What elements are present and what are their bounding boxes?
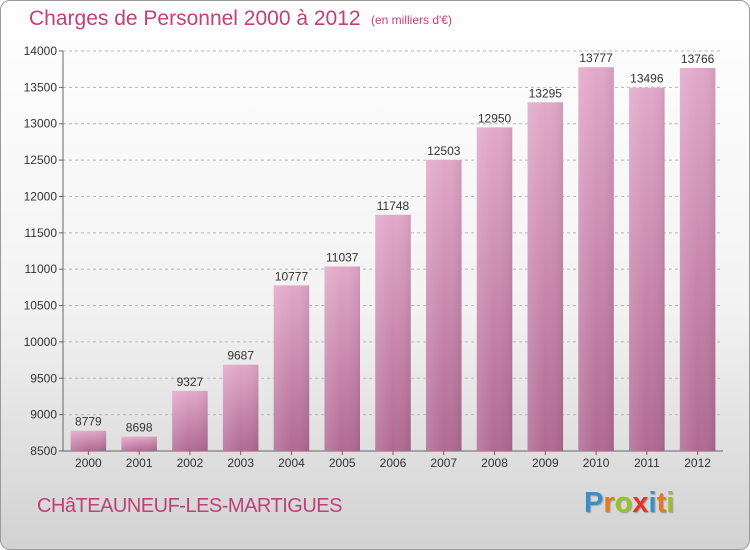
bar-shine [375,214,411,451]
x-tick-label: 2012 [684,456,711,470]
x-tick-label: 2001 [126,456,153,470]
bar-shine [70,430,107,451]
y-tick-label: 10500 [24,299,58,313]
bar-value-label: 8698 [126,421,153,435]
bar-value-label: 13496 [630,72,664,86]
bar-value-label: 8779 [75,415,102,429]
proxiti-logo: Proxiti [584,487,674,520]
chart-unit-note: (en milliers d'€) [371,13,452,27]
y-tick-label: 11000 [25,262,58,276]
bar-shine [324,266,360,451]
y-tick-label: 14000 [24,44,58,58]
bar-value-label: 9327 [177,375,204,389]
bar-shine [476,127,513,451]
x-tick-label: 2009 [532,456,559,470]
x-tick-label: 2006 [380,456,407,470]
logo-letter: i [648,487,657,519]
bar-value-label: 12950 [478,111,512,125]
logo-letter: x [632,487,649,519]
bar-layer [70,67,716,452]
chart-title: Charges de Personnel 2000 à 2012 [29,7,361,30]
logo-letter: t [656,487,667,519]
bar-value-label: 13766 [681,52,715,66]
bar-shine [273,285,310,451]
bar-shine [426,159,462,451]
y-tick-label: 13500 [24,80,58,94]
y-tick-label: 10000 [24,335,58,349]
x-tick-label: 2004 [278,456,305,470]
city-name: CHâTEAUNEUF-LES-MARTIGUES [37,495,342,517]
bar-shine [222,364,259,451]
bar-value-label: 11037 [326,250,359,264]
logo-letter: i [666,487,675,519]
x-tick-label: 2003 [227,456,254,470]
bar-shine [527,102,564,451]
y-tick-label: 13000 [24,117,58,131]
x-tick-label: 2011 [634,456,660,470]
y-tick-label: 9500 [30,371,57,385]
logo-letter: P [584,487,604,519]
bar-shine [121,436,157,451]
bar-value-label: 13295 [529,86,563,100]
bar-shine [172,390,208,451]
x-tick-label: 2005 [329,456,356,470]
bar-shine [679,68,716,451]
x-tick-label: 2002 [177,456,204,470]
x-tick-label: 2000 [75,456,102,470]
y-tick-label: 12500 [24,153,58,167]
bar-value-label: 11748 [377,199,410,213]
label-layer: 8500 9000 9500 10000 10500 11000 11500 12000 125… [24,44,715,470]
bar-shine [629,87,665,452]
bar-value-label: 13777 [579,51,613,65]
y-tick-label: 11500 [25,226,58,240]
y-tick-label: 9000 [30,408,57,422]
logo-letter: o [614,487,633,519]
bar-shine [578,67,614,451]
x-tick-label: 2007 [430,456,457,470]
y-tick-label: 12000 [24,189,58,203]
x-tick-label: 2010 [583,456,610,470]
bar-value-label: 9687 [227,349,254,363]
y-tick-label: 8500 [30,444,57,458]
x-tick-label: 2008 [481,456,508,470]
bar-value-label: 12503 [427,144,461,158]
bar-value-label: 10777 [275,269,309,283]
logo-letter: r [603,487,615,519]
